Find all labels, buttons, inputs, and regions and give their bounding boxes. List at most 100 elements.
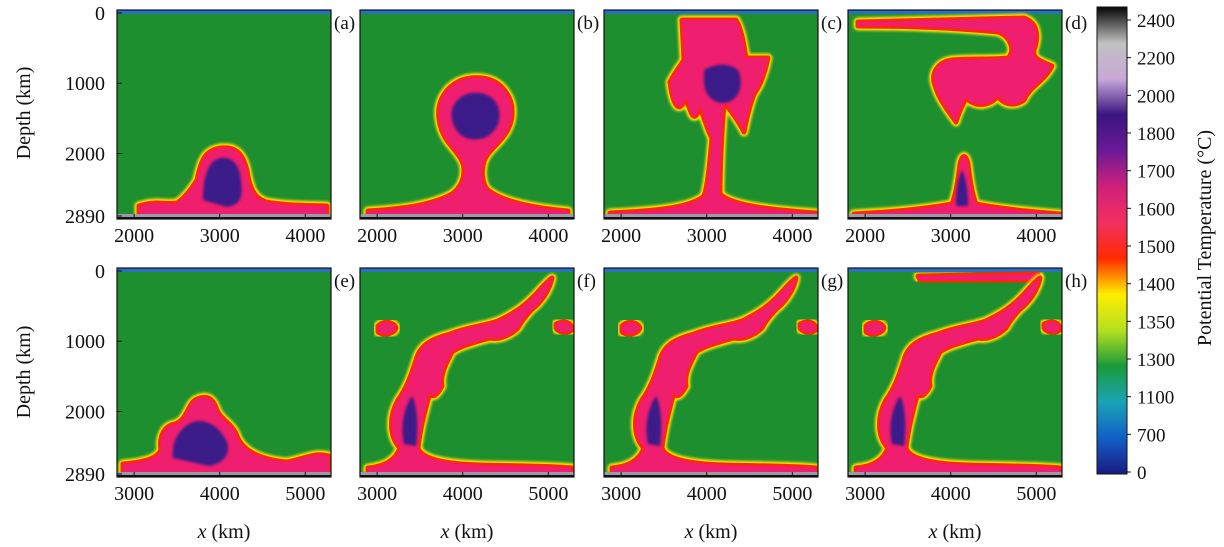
panel-label: (h)	[1065, 271, 1087, 292]
panels-layer: (a) 2000 3000 4000 0 1000 2000 2890 (b) 2000 3000 4…	[65, 3, 1087, 505]
surface-layer	[848, 10, 1062, 14]
plume-body	[378, 322, 396, 335]
panel-a: (a) 2000 3000 4000 0 1000 2000 2890	[65, 3, 355, 247]
plume-body	[556, 322, 572, 333]
plume-core	[646, 396, 662, 446]
x-tick-label: 3000	[114, 483, 154, 505]
core-boundary	[604, 475, 818, 477]
surface-layer	[360, 10, 574, 14]
colorbar-tick-label: 2400	[1137, 11, 1175, 32]
plume-core	[704, 64, 741, 103]
panel-e: (e) 3000 4000 5000 0 1000 2000 2890	[65, 261, 355, 505]
panel-label: (g)	[821, 271, 843, 292]
x-tick-label: 4000	[1016, 225, 1056, 247]
panel-label: (c)	[821, 13, 842, 34]
surface-layer	[117, 10, 331, 14]
core-boundary	[360, 217, 574, 219]
x-tick-label: 2000	[845, 225, 885, 247]
x-axis-label: x (km)	[928, 521, 982, 543]
x-tick-label: 5000	[772, 483, 812, 505]
y-tick-label: 0	[95, 3, 105, 25]
colorbar-ticks: 2400 2200 2000 1800 1700 1600 1500 1400 1350 1300…	[1127, 11, 1175, 484]
x-tick-label: 4000	[443, 483, 483, 505]
panel-c: (c) 2000 3000 4000	[601, 9, 842, 247]
basal-layer	[848, 214, 1062, 219]
core-boundary	[117, 217, 331, 219]
core-boundary	[117, 475, 331, 477]
colorbar-tick-label: 1400	[1137, 275, 1175, 296]
x-tick-label: 3000	[931, 225, 971, 247]
panel-frame	[116, 9, 332, 220]
x-tick-label: 4000	[285, 225, 325, 247]
y-tick-label: 1000	[65, 331, 105, 353]
y-tick-label: 0	[95, 261, 105, 283]
plume-body	[610, 20, 816, 219]
core-boundary	[848, 475, 1062, 477]
plume-body	[800, 322, 816, 333]
x-tick-label: 5000	[528, 483, 568, 505]
panel-b: (b) 2000 3000 4000	[357, 9, 599, 247]
colorbar-tick-label: 0	[1137, 463, 1147, 484]
colorbar-tick-label: 1700	[1137, 162, 1175, 183]
x-tick-label: 3000	[357, 483, 397, 505]
y-tick-label: 2000	[65, 143, 105, 165]
y-axis-label-top: Depth (km)	[13, 67, 35, 160]
plume-body	[368, 77, 568, 219]
surface-layer	[604, 10, 818, 14]
basal-layer	[848, 472, 1062, 477]
surface-layer	[117, 268, 331, 272]
x-tick-label: 3000	[687, 225, 727, 247]
y-tick-label: 2000	[65, 401, 105, 423]
colorbar-tick-label: 1300	[1137, 350, 1175, 371]
plume-core	[172, 421, 229, 466]
panel-frame	[359, 9, 575, 220]
panel-f: (f) 3000 4000 5000	[357, 267, 596, 505]
colorbar-tick-label: 2000	[1137, 86, 1175, 107]
colorbar-tick-label: 700	[1137, 425, 1166, 446]
x-tick-label: 3000	[845, 483, 885, 505]
panel-frame	[603, 9, 819, 220]
colorbar-tick-label: 1800	[1137, 124, 1175, 145]
y-tick-label: 2890	[65, 464, 105, 486]
x-tick-label: 5000	[285, 483, 325, 505]
x-tick-label: 4000	[687, 483, 727, 505]
x-tick-label: 3000	[601, 483, 641, 505]
panel-label: (b)	[577, 13, 599, 34]
panel-h: (h) 3000 4000 5000	[845, 267, 1087, 505]
colorbar-tick-label: 1100	[1137, 388, 1174, 409]
x-tick-label: 2000	[114, 225, 154, 247]
x-tick-label: 2000	[601, 225, 641, 247]
panel-label: (f)	[577, 271, 596, 292]
x-axis-label: x (km)	[440, 521, 494, 543]
basal-layer	[117, 214, 331, 219]
panel-label: (a)	[334, 13, 355, 34]
plume-body	[856, 278, 1060, 477]
plume-body	[854, 156, 1060, 219]
plume-core	[402, 396, 418, 446]
x-tick-label: 3000	[443, 225, 483, 247]
plume-core	[203, 157, 242, 207]
core-boundary	[360, 475, 574, 477]
x-tick-label: 4000	[931, 483, 971, 505]
panel-label: (e)	[334, 271, 355, 292]
x-tick-label: 3000	[200, 225, 240, 247]
x-tick-label: 4000	[772, 225, 812, 247]
x-tick-label: 2000	[357, 225, 397, 247]
surface-layer	[360, 268, 574, 272]
x-axis-label: x (km)	[684, 521, 738, 543]
panel-frame	[359, 267, 575, 478]
plume-body	[918, 274, 1039, 280]
x-tick-label: 4000	[528, 225, 568, 247]
basal-layer	[604, 472, 818, 477]
panel-frame	[847, 9, 1063, 220]
y-axis-label-bottom: Depth (km)	[13, 326, 35, 419]
panel-frame	[847, 267, 1063, 478]
core-boundary	[604, 217, 818, 219]
surface-layer	[848, 268, 1062, 272]
y-tick-label: 1000	[65, 73, 105, 95]
basal-layer	[604, 214, 818, 219]
core-boundary	[848, 217, 1062, 219]
plume-body	[622, 322, 640, 335]
colorbar-tick-label: 2200	[1137, 49, 1175, 70]
